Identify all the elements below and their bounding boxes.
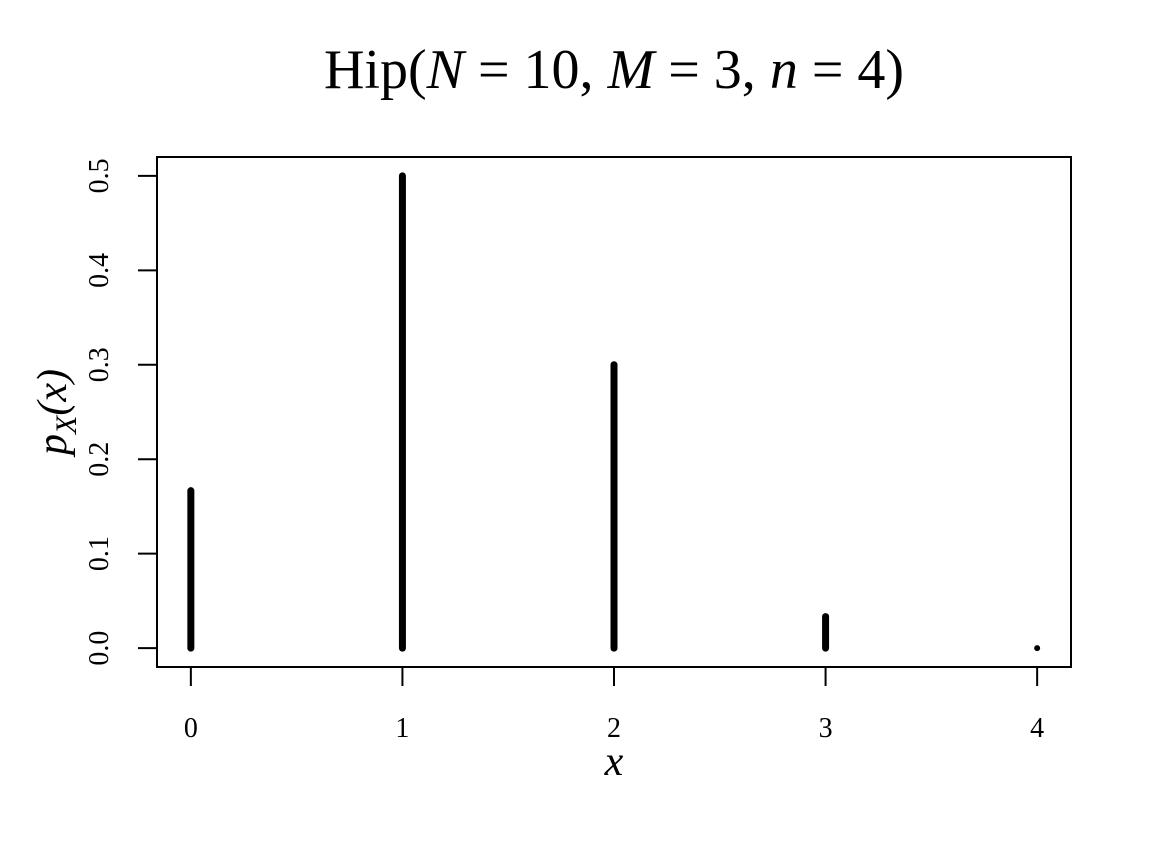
x-axis-label: x [604, 739, 624, 785]
probability-bars [191, 176, 1040, 651]
x-tick-label: 0 [184, 713, 198, 744]
x-tick-label: 1 [395, 713, 409, 744]
chart-title: Hip(N = 10, M = 3, n = 4) [324, 39, 904, 101]
x-tick-label: 3 [819, 713, 833, 744]
y-tick-label: 0.2 [84, 442, 115, 477]
x-tick-label: 4 [1030, 713, 1044, 744]
y-tick-label: 0.5 [84, 158, 115, 193]
y-tick-label: 0.0 [84, 631, 115, 666]
probability-bar [1034, 645, 1040, 651]
y-tick-label: 0.4 [84, 253, 115, 288]
y-axis: 0.0 0.1 0.2 0.3 0.4 0.5 [84, 158, 157, 665]
y-tick-label: 0.3 [84, 347, 115, 382]
y-axis-label: pX(x) [30, 369, 83, 458]
y-tick-label: 0.1 [84, 536, 115, 571]
